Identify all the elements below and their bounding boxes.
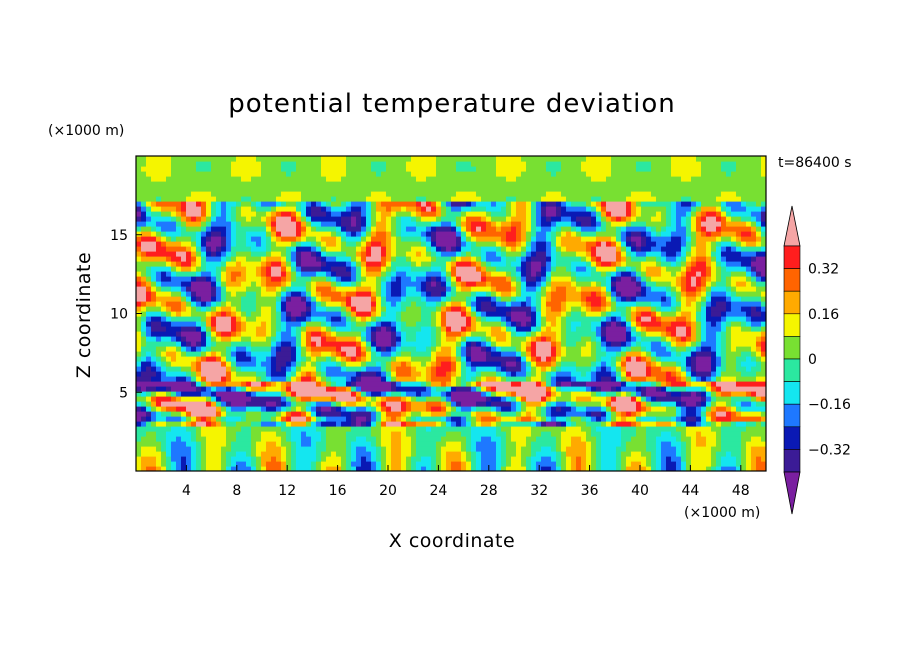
x-tick-label: 24	[429, 483, 447, 499]
colorbar-label: −0.32	[808, 442, 851, 458]
y-tick-label: 5	[119, 385, 128, 401]
x-tick-label: 20	[379, 483, 397, 499]
colorbar-segment	[783, 358, 801, 382]
x-tick-label: 28	[480, 483, 498, 499]
x-tick-label: 48	[732, 483, 750, 499]
x-unit-label: (×1000 m)	[684, 505, 760, 521]
colorbar-label: 0	[808, 352, 817, 368]
colorbar-extend-high	[783, 205, 801, 247]
colorbar-segment	[783, 313, 801, 337]
x-axis-title: X coordinate	[389, 530, 515, 552]
y-axis: 5 10 15	[110, 228, 142, 401]
colorbar-label: 0.16	[808, 307, 839, 323]
colorbar-segment	[783, 290, 801, 315]
x-tick-label: 4	[182, 483, 191, 499]
x-tick-label: 44	[681, 483, 699, 499]
colorbar-segment	[783, 336, 801, 360]
colorbar-segment	[783, 403, 801, 428]
y-axis-title: Z coordinate	[73, 252, 95, 378]
x-tick-label: 16	[329, 483, 347, 499]
time-label: t=86400 s	[778, 155, 852, 171]
x-tick-label: 36	[581, 483, 599, 499]
x-tick-label: 8	[232, 483, 241, 499]
y-tick-label: 10	[110, 307, 128, 323]
y-tick-label: 15	[110, 228, 128, 244]
x-tick-label: 12	[278, 483, 296, 499]
heatmap-field	[136, 156, 766, 471]
colorbar-segment	[783, 245, 801, 269]
colorbar-segment	[783, 449, 801, 473]
x-tick-label: 40	[631, 483, 649, 499]
colorbar-extend-low	[783, 471, 801, 515]
colorbar-segment	[783, 268, 801, 292]
x-axis: 4 8 12 16 20 24 28 32 36 40 44 48	[182, 465, 750, 499]
y-unit-label: (×1000 m)	[48, 123, 124, 139]
chart-title: potential temperature deviation	[228, 89, 675, 119]
x-tick-label: 32	[530, 483, 548, 499]
colorbar-segment	[783, 381, 801, 405]
colorbar: 0.32 0.16 0 −0.16 −0.32	[783, 205, 851, 515]
colorbar-segment	[783, 426, 801, 450]
colorbar-label: −0.16	[808, 397, 851, 413]
colorbar-label: 0.32	[808, 262, 839, 278]
